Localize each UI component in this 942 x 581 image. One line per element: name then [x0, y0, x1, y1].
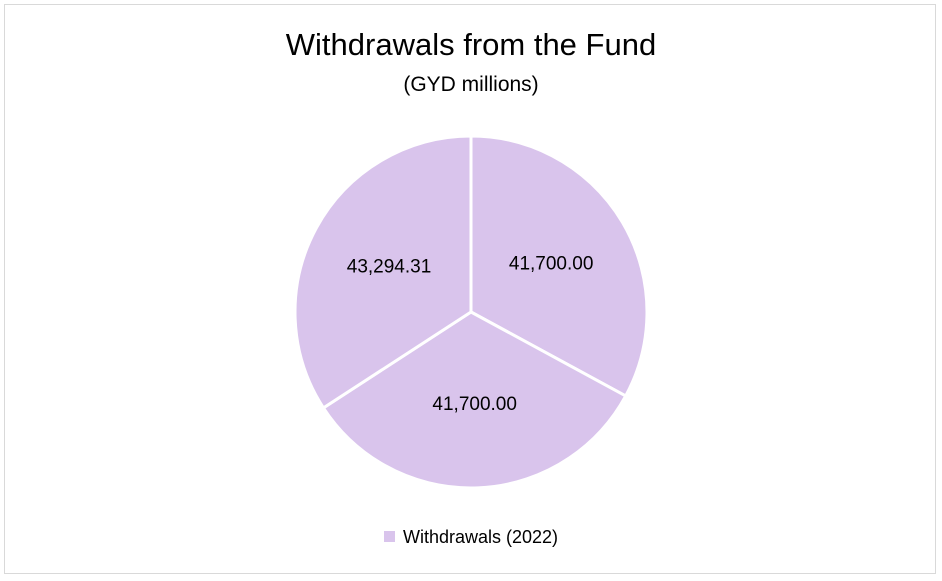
pie-data-label-3: 43,294.31: [347, 257, 432, 278]
legend-swatch: [383, 530, 395, 542]
chart-title: Withdrawals from the Fund: [285, 27, 657, 62]
pie-slice-2: [321, 310, 628, 490]
legend-label: Withdrawals (2022): [402, 527, 559, 547]
pie-slice-1: [469, 134, 649, 398]
pie-slice-3: [293, 134, 473, 410]
chart-subtitle: (GYD millions): [403, 73, 539, 96]
pie-data-label-2: 41,700.00: [432, 394, 517, 415]
legend: Withdrawals (2022): [0, 527, 942, 548]
pie-data-label-1: 41,700.00: [509, 253, 594, 274]
